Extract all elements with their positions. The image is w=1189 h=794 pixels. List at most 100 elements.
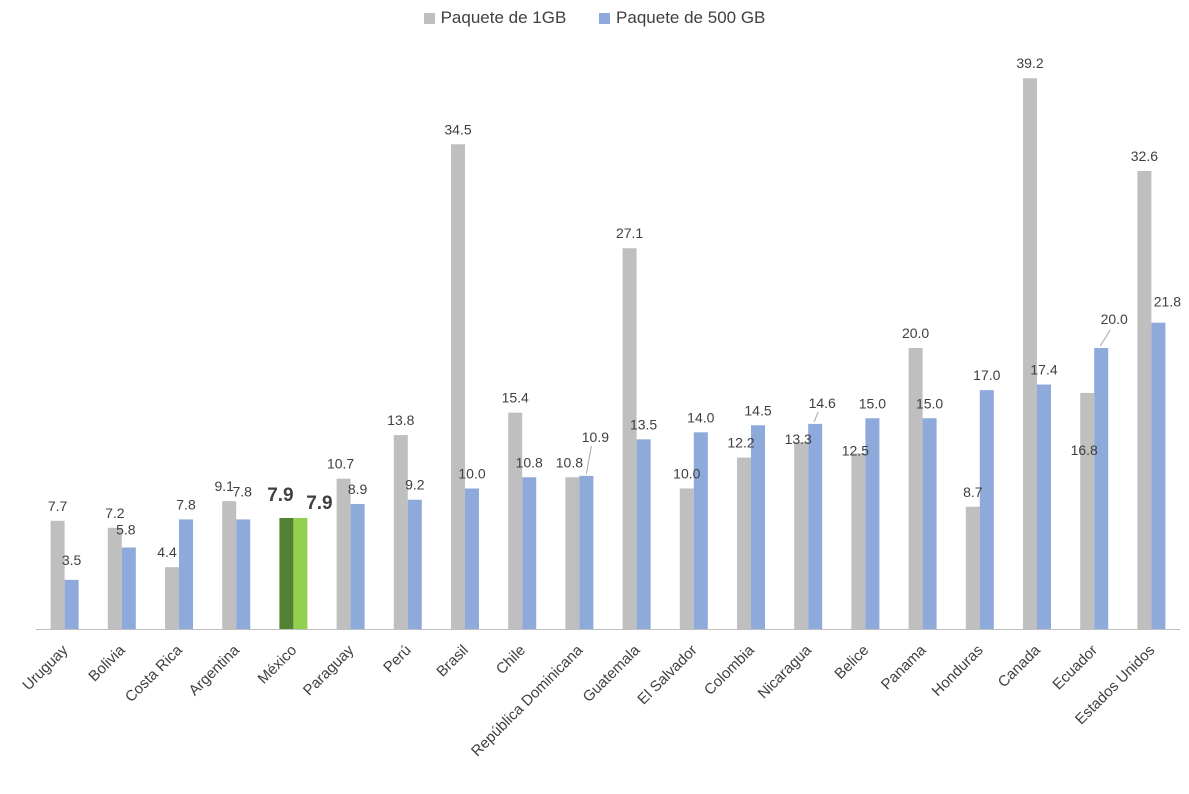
leader-line-500gb-nicaragua (813, 411, 819, 423)
data-label-500gb-republica-dominicana: 10.9 (582, 429, 609, 445)
data-label-500gb-honduras: 17.0 (973, 367, 1000, 383)
bar-1gb-estados-unidos (1137, 170, 1152, 629)
bar-500gb-honduras (979, 390, 994, 629)
bar-500gb-argentina (236, 519, 251, 629)
data-label-1gb-bolivia: 7.2 (105, 505, 125, 521)
bar-500gb-ecuador (1094, 348, 1109, 629)
data-label-500gb-el-salvador: 14.0 (687, 409, 714, 425)
bar-1gb-argentina (222, 501, 237, 629)
bar-500gb-mexico (293, 518, 308, 629)
data-label-500gb-nicaragua: 14.6 (809, 395, 836, 411)
data-label-1gb-colombia: 12.2 (727, 435, 754, 451)
bar-1gb-honduras (965, 506, 980, 629)
data-label-1gb-uruguay: 7.7 (48, 498, 68, 514)
data-label-1gb-belice: 12.5 (842, 442, 869, 458)
data-label-500gb-belice: 15.0 (859, 395, 886, 411)
bar-500gb-costa-rica (179, 519, 193, 629)
data-label-500gb-ecuador: 20.0 (1101, 311, 1128, 327)
bar-1gb-brasil (451, 144, 465, 629)
data-label-1gb-chile: 15.4 (502, 390, 529, 406)
data-label-1gb-republica-dominicana: 10.8 (556, 454, 583, 470)
category-label-brasil: Brasil (433, 642, 472, 681)
legend-label-series1: Paquete de 1GB (440, 8, 567, 27)
bar-1gb-panama (908, 348, 923, 629)
bar-1gb-paraguay (336, 478, 351, 629)
bar-1gb-belice (851, 453, 866, 629)
data-label-1gb-nicaragua: 13.3 (785, 431, 812, 447)
category-label-panama: Panama (878, 641, 930, 693)
bar-500gb-estados-unidos (1151, 322, 1166, 629)
data-label-1gb-estados-unidos: 32.6 (1131, 148, 1158, 164)
data-label-1gb-panama: 20.0 (902, 325, 929, 341)
bar-500gb-el-salvador (693, 432, 708, 629)
data-label-1gb-costa-rica: 4.4 (157, 544, 177, 560)
category-label-paraguay: Paraguay (300, 641, 358, 699)
data-label-500gb-canada: 17.4 (1030, 362, 1057, 378)
bar-1gb-mexico (279, 518, 294, 629)
data-label-500gb-mexico: 7.9 (306, 493, 332, 514)
bar-1gb-uruguay (50, 520, 65, 629)
leader-line-500gb-ecuador (1099, 329, 1111, 347)
data-label-1gb-brasil: 34.5 (444, 121, 471, 137)
data-label-500gb-bolivia: 5.8 (116, 522, 136, 538)
bar-500gb-peru (407, 499, 422, 629)
data-label-1gb-canada: 39.2 (1016, 55, 1043, 71)
bar-500gb-uruguay (64, 579, 79, 629)
data-label-500gb-paraguay: 8.9 (348, 481, 368, 497)
data-label-500gb-panama: 15.0 (916, 395, 943, 411)
bar-1gb-ecuador (1080, 392, 1095, 629)
bar-500gb-chile (522, 477, 537, 629)
category-label-uruguay: Uruguay (19, 641, 71, 693)
bar-500gb-panama (922, 418, 937, 629)
bar-500gb-bolivia (121, 547, 136, 629)
bar-500gb-belice (865, 418, 880, 629)
bar-500gb-guatemala (636, 439, 651, 629)
bar-1gb-guatemala (622, 248, 637, 629)
bar-1gb-chile (508, 412, 523, 629)
bar-1gb-peru (393, 435, 408, 629)
data-label-1gb-mexico: 7.9 (267, 485, 293, 506)
data-label-1gb-guatemala: 27.1 (616, 225, 643, 241)
category-label-costa-rica: Costa Rica (122, 641, 186, 705)
category-label-argentina: Argentina (186, 641, 244, 699)
data-label-1gb-paraguay: 10.7 (327, 456, 354, 472)
category-label-chile: Chile (493, 642, 529, 678)
bar-1gb-el-salvador (679, 488, 694, 629)
legend-item-series2: Paquete de 500 GB (599, 8, 765, 28)
legend-label-series2: Paquete de 500 GB (616, 8, 766, 27)
category-label-mexico: México (255, 642, 301, 688)
data-label-1gb-argentina: 9.1 (214, 478, 234, 494)
data-label-500gb-argentina: 7.8 (232, 483, 252, 499)
data-label-500gb-uruguay: 3.5 (62, 552, 82, 568)
leader-line-500gb-republica-dominicana (585, 445, 592, 474)
bar-1gb-canada (1023, 78, 1037, 630)
bar-1gb-bolivia (107, 527, 122, 629)
category-label-bolivia: Bolivia (85, 641, 129, 685)
legend-swatch-series2 (599, 12, 611, 24)
data-label-500gb-peru: 9.2 (405, 477, 425, 493)
legend-swatch-series1 (423, 12, 435, 24)
data-label-500gb-costa-rica: 7.8 (176, 496, 196, 512)
legend: Paquete de 1GB Paquete de 500 GB (0, 8, 1189, 29)
legend-item-series1: Paquete de 1GB (423, 8, 567, 28)
category-label-belice: Belice (831, 642, 872, 683)
bar-500gb-canada (1037, 384, 1051, 629)
data-label-1gb-honduras: 8.7 (963, 484, 983, 500)
data-label-500gb-colombia: 14.5 (744, 402, 771, 418)
data-label-1gb-peru: 13.8 (387, 412, 414, 428)
data-label-1gb-el-salvador: 10.0 (673, 466, 700, 482)
category-label-canada: Canada (995, 641, 1045, 691)
bar-500gb-republica-dominicana (579, 475, 594, 629)
category-label-republica-dominicana: República Dominicana (468, 641, 587, 760)
bar-1gb-costa-rica (165, 567, 179, 629)
bar-500gb-colombia (751, 425, 765, 629)
data-label-500gb-chile: 10.8 (516, 454, 543, 470)
bar-1gb-republica-dominicana (565, 477, 580, 629)
data-label-1gb-ecuador: 16.8 (1071, 442, 1098, 458)
category-label-honduras: Honduras (929, 642, 987, 700)
category-label-el-salvador: El Salvador (634, 642, 700, 708)
data-label-500gb-brasil: 10.0 (458, 466, 485, 482)
bar-500gb-paraguay (350, 503, 365, 629)
data-label-500gb-estados-unidos: 21.8 (1154, 294, 1181, 310)
